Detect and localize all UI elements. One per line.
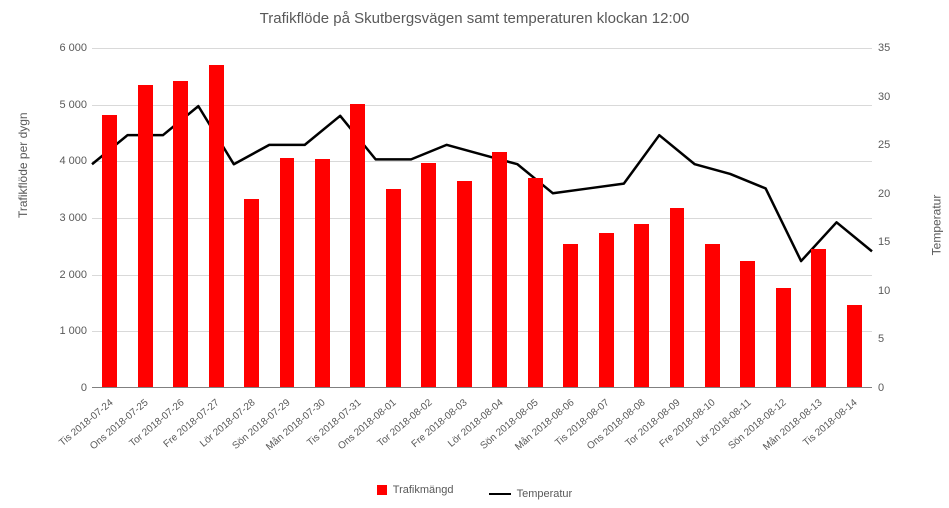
y2-tick-label: 30 — [878, 91, 918, 103]
plot-area — [92, 48, 872, 388]
y1-tick-label: 3 000 — [29, 212, 87, 224]
y2-tick-label: 20 — [878, 188, 918, 200]
bar — [492, 152, 507, 387]
y1-tick-label: 5 000 — [29, 99, 87, 111]
bar — [776, 288, 791, 387]
legend-item-bars: Trafikmängd — [377, 484, 454, 496]
y1-tick-label: 0 — [29, 382, 87, 394]
y1-tick-label: 4 000 — [29, 155, 87, 167]
bar — [705, 244, 720, 387]
bar — [740, 261, 755, 387]
y2-tick-label: 35 — [878, 42, 918, 54]
y1-axis-title: Trafikflöde per dygn — [16, 112, 30, 218]
legend-label-line: Temperatur — [517, 488, 573, 500]
bar — [634, 224, 649, 387]
bar — [599, 233, 614, 387]
y2-tick-label: 0 — [878, 382, 918, 394]
y1-tick-label: 1 000 — [29, 325, 87, 337]
bar — [847, 305, 862, 387]
legend-swatch-line-icon — [489, 493, 511, 496]
y2-axis-title: Temperatur — [930, 195, 944, 256]
legend-swatch-bar-icon — [377, 485, 387, 495]
y2-tick-label: 10 — [878, 285, 918, 297]
bar — [811, 249, 826, 387]
bar — [563, 244, 578, 387]
bar — [280, 158, 295, 388]
y2-tick-label: 15 — [878, 236, 918, 248]
bar — [528, 178, 543, 387]
bar — [350, 104, 365, 387]
bar — [102, 115, 117, 387]
bar — [138, 85, 153, 387]
bar — [670, 208, 685, 387]
bar — [421, 163, 436, 387]
bar — [209, 65, 224, 387]
chart-title: Trafikflöde på Skutbergsvägen samt tempe… — [0, 10, 949, 27]
y1-tick-label: 6 000 — [29, 42, 87, 54]
legend-item-line: Temperatur — [489, 488, 573, 500]
y2-tick-label: 5 — [878, 333, 918, 345]
bar — [244, 199, 259, 387]
bar — [315, 159, 330, 387]
bar — [457, 181, 472, 387]
bar — [173, 81, 188, 387]
bar — [386, 189, 401, 387]
y2-tick-label: 25 — [878, 139, 918, 151]
y1-tick-label: 2 000 — [29, 269, 87, 281]
legend-label-bars: Trafikmängd — [393, 484, 454, 496]
legend: Trafikmängd Temperatur — [0, 484, 949, 500]
